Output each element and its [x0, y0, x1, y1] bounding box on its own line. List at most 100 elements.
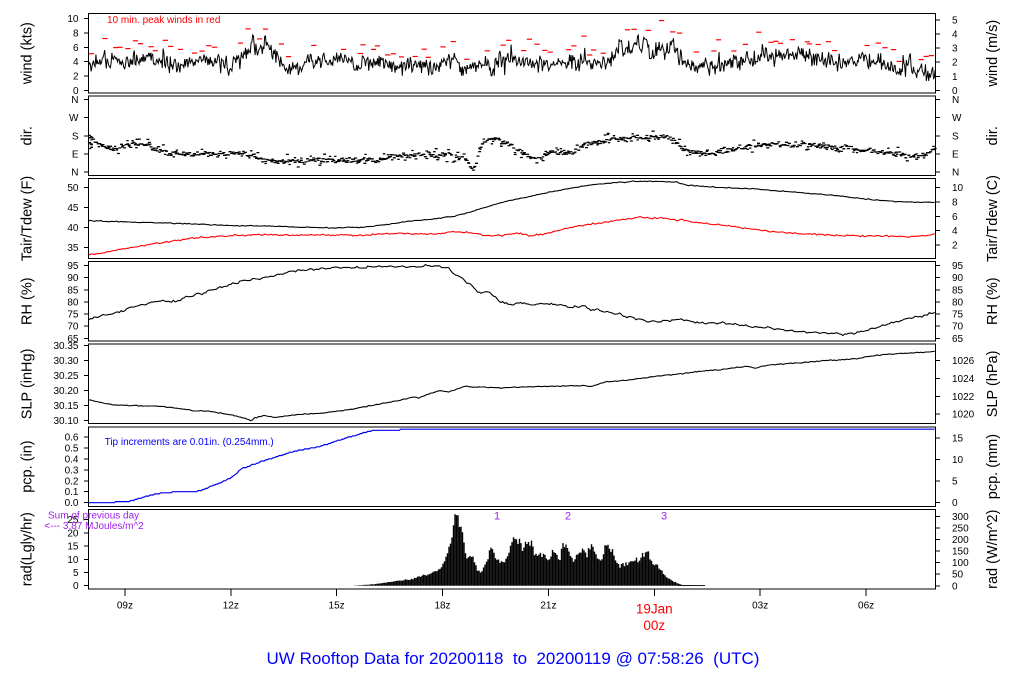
svg-text:Sum of previous day: Sum of previous day [48, 510, 139, 521]
svg-text:25: 25 [67, 515, 79, 526]
svg-text:0.1: 0.1 [65, 487, 79, 498]
svg-text:300: 300 [952, 512, 969, 523]
svg-text:2: 2 [73, 72, 79, 83]
svg-text:0: 0 [952, 86, 958, 97]
svg-text:40: 40 [67, 223, 79, 234]
svg-text:6: 6 [952, 212, 958, 223]
svg-text:30.25: 30.25 [53, 371, 78, 382]
svg-text:10 min. peak winds in red: 10 min. peak winds in red [107, 15, 220, 26]
svg-text:15z: 15z [329, 601, 345, 612]
svg-text:15: 15 [67, 542, 79, 553]
svg-text:dir.: dir. [20, 126, 36, 145]
svg-text:0.5: 0.5 [65, 443, 79, 454]
svg-text:Tair/Tdew (C): Tair/Tdew (C) [985, 175, 1001, 262]
svg-text:30.30: 30.30 [53, 356, 78, 367]
svg-text:wind (kts): wind (kts) [20, 22, 36, 85]
svg-text:N: N [952, 168, 959, 179]
svg-text:6: 6 [73, 43, 79, 54]
svg-text:80: 80 [67, 298, 79, 309]
svg-text:0: 0 [952, 498, 958, 509]
svg-text:N: N [952, 95, 959, 106]
svg-text:95: 95 [952, 261, 964, 272]
svg-text:E: E [952, 150, 959, 161]
svg-text:8: 8 [73, 29, 79, 40]
svg-text:5: 5 [952, 477, 958, 488]
svg-text:35: 35 [67, 243, 79, 254]
svg-text:2: 2 [952, 241, 958, 252]
svg-text:0: 0 [73, 86, 79, 97]
svg-text:30.15: 30.15 [53, 401, 78, 412]
svg-text:10: 10 [952, 455, 964, 466]
svg-text:10: 10 [952, 183, 964, 194]
svg-text:Tip increments are 0.01in. (0.: Tip increments are 0.01in. (0.254mm.) [105, 437, 274, 448]
svg-text:0.6: 0.6 [65, 432, 79, 443]
svg-text:2: 2 [565, 511, 571, 523]
svg-text:200: 200 [952, 535, 969, 546]
svg-text:3: 3 [661, 511, 667, 523]
svg-text:95: 95 [67, 261, 79, 272]
svg-text:pcp. (mm): pcp. (mm) [985, 434, 1001, 499]
svg-text:wind (m/s): wind (m/s) [985, 20, 1001, 88]
svg-text:10: 10 [67, 555, 79, 566]
svg-text:06z: 06z [858, 601, 874, 612]
svg-text:2: 2 [952, 58, 958, 69]
svg-text:19Jan: 19Jan [636, 602, 673, 617]
svg-text:rad (W/m^2): rad (W/m^2) [985, 510, 1001, 589]
svg-text:70: 70 [67, 322, 79, 333]
svg-text:65: 65 [952, 334, 964, 345]
svg-text:20: 20 [67, 528, 79, 539]
svg-text:4: 4 [73, 57, 79, 68]
svg-text:0.4: 0.4 [65, 454, 79, 465]
svg-text:1026: 1026 [952, 356, 975, 367]
svg-text:4: 4 [952, 30, 958, 41]
svg-text:1: 1 [952, 72, 958, 83]
svg-text:5: 5 [952, 16, 958, 27]
svg-text:1020: 1020 [952, 410, 975, 421]
svg-text:15: 15 [952, 433, 964, 444]
svg-text:SLP (inHg): SLP (inHg) [20, 349, 36, 420]
svg-text:90: 90 [952, 273, 964, 284]
svg-text:85: 85 [952, 285, 964, 296]
svg-text:75: 75 [67, 310, 79, 321]
svg-text:0.3: 0.3 [65, 465, 79, 476]
svg-text:S: S [72, 131, 79, 142]
svg-text:dir.: dir. [985, 126, 1001, 145]
svg-text:UW Rooftop Data for 20200118: UW Rooftop Data for 20200118 to 20200119… [267, 649, 760, 668]
svg-text:pcp. (in): pcp. (in) [20, 440, 36, 492]
svg-text:rad(Lgly/hr): rad(Lgly/hr) [20, 512, 36, 586]
svg-text:150: 150 [952, 547, 969, 558]
svg-text:50: 50 [67, 183, 79, 194]
svg-text:100: 100 [952, 558, 969, 569]
svg-text:0.2: 0.2 [65, 476, 79, 487]
svg-text:0: 0 [73, 581, 79, 592]
svg-text:0: 0 [952, 581, 958, 592]
svg-text:10: 10 [67, 14, 79, 25]
svg-text:00z: 00z [643, 618, 665, 633]
svg-text:W: W [952, 113, 962, 124]
svg-text:03z: 03z [752, 601, 768, 612]
svg-text:45: 45 [67, 203, 79, 214]
svg-text:85: 85 [67, 285, 79, 296]
svg-text:12z: 12z [223, 601, 239, 612]
svg-text:30.20: 30.20 [53, 386, 78, 397]
svg-text:<--- 3.87 MJoules/m^2: <--- 3.87 MJoules/m^2 [44, 521, 144, 532]
svg-text:Tair/Tdew (F): Tair/Tdew (F) [20, 176, 36, 261]
svg-text:W: W [69, 113, 79, 124]
svg-text:1022: 1022 [952, 392, 975, 403]
svg-text:30.35: 30.35 [53, 341, 78, 352]
svg-text:5: 5 [73, 568, 79, 579]
svg-text:RH (%): RH (%) [20, 277, 36, 325]
svg-text:09z: 09z [117, 601, 133, 612]
svg-text:1024: 1024 [952, 374, 975, 385]
svg-text:50: 50 [952, 570, 964, 581]
svg-text:250: 250 [952, 523, 969, 534]
svg-text:21z: 21z [540, 601, 556, 612]
svg-text:65: 65 [67, 334, 79, 345]
svg-text:4: 4 [952, 226, 958, 237]
svg-text:E: E [72, 150, 79, 161]
svg-text:75: 75 [952, 310, 964, 321]
svg-text:70: 70 [952, 322, 964, 333]
svg-text:SLP (hPa): SLP (hPa) [985, 351, 1001, 418]
svg-text:S: S [952, 131, 959, 142]
svg-text:0.0: 0.0 [65, 498, 79, 509]
